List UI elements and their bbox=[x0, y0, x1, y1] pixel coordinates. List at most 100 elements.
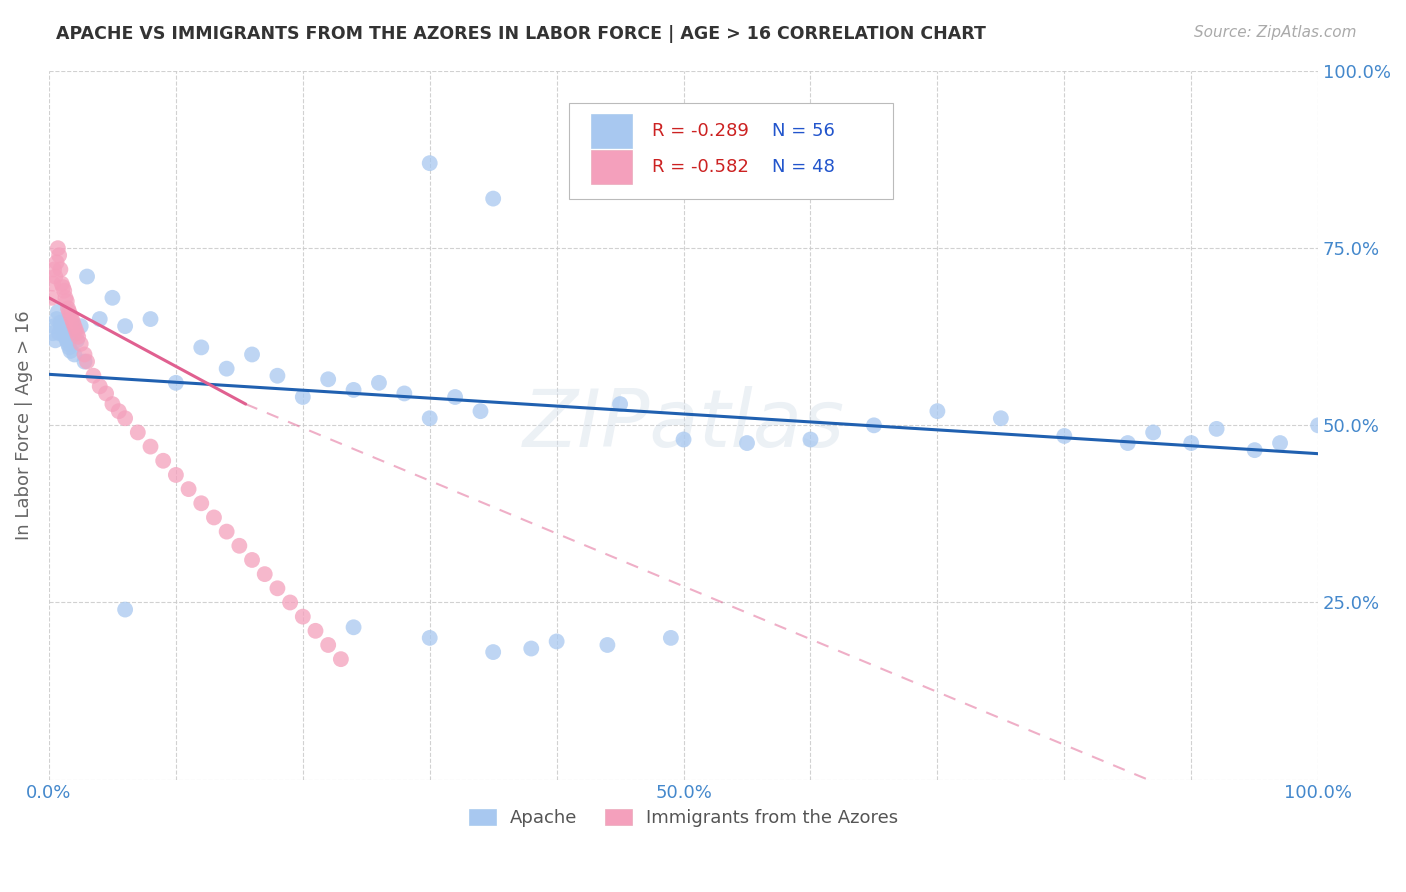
Point bbox=[240, 553, 263, 567]
Point bbox=[76, 269, 98, 284]
Point bbox=[52, 280, 75, 294]
Point bbox=[672, 433, 695, 447]
Point bbox=[89, 312, 111, 326]
Point bbox=[863, 418, 886, 433]
Point bbox=[55, 330, 77, 344]
Point bbox=[107, 404, 129, 418]
Point bbox=[1243, 443, 1265, 458]
Point bbox=[48, 248, 70, 262]
Point bbox=[419, 631, 441, 645]
Point bbox=[73, 347, 96, 361]
Point bbox=[368, 376, 391, 390]
Text: R = -0.582: R = -0.582 bbox=[652, 159, 749, 177]
Point bbox=[59, 343, 82, 358]
Point bbox=[329, 652, 352, 666]
Point bbox=[1205, 422, 1227, 436]
Point bbox=[56, 301, 79, 316]
Point bbox=[53, 284, 76, 298]
Point bbox=[291, 390, 314, 404]
Point bbox=[799, 433, 821, 447]
Point bbox=[596, 638, 619, 652]
Point bbox=[45, 312, 67, 326]
Point bbox=[51, 319, 73, 334]
Point bbox=[58, 305, 80, 319]
Point bbox=[253, 567, 276, 582]
Point bbox=[304, 624, 326, 638]
Point bbox=[63, 319, 86, 334]
Point bbox=[215, 361, 238, 376]
Point bbox=[53, 327, 76, 342]
Point bbox=[65, 323, 87, 337]
Point bbox=[190, 340, 212, 354]
Point bbox=[202, 510, 225, 524]
Point bbox=[42, 326, 65, 341]
Point bbox=[49, 316, 72, 330]
Point bbox=[101, 291, 124, 305]
Point bbox=[46, 241, 69, 255]
Point bbox=[394, 386, 416, 401]
Point bbox=[266, 368, 288, 383]
Point bbox=[228, 539, 250, 553]
Point bbox=[60, 330, 83, 344]
Point bbox=[482, 192, 505, 206]
Point bbox=[1268, 436, 1291, 450]
Point bbox=[51, 277, 73, 291]
Point bbox=[990, 411, 1012, 425]
Point bbox=[165, 467, 187, 482]
Point bbox=[482, 645, 505, 659]
Point bbox=[1116, 436, 1139, 450]
Point bbox=[55, 334, 77, 348]
Text: N = 48: N = 48 bbox=[772, 159, 835, 177]
Text: N = 56: N = 56 bbox=[772, 122, 835, 140]
Point bbox=[316, 372, 339, 386]
Point bbox=[69, 319, 91, 334]
Text: ZIPatlas: ZIPatlas bbox=[523, 386, 845, 465]
Point bbox=[735, 436, 758, 450]
Point bbox=[48, 326, 70, 341]
Point bbox=[42, 319, 65, 334]
Y-axis label: In Labor Force | Age > 16: In Labor Force | Age > 16 bbox=[15, 310, 32, 541]
Point bbox=[215, 524, 238, 539]
Point bbox=[114, 319, 136, 334]
Point bbox=[1053, 429, 1076, 443]
Point bbox=[291, 609, 314, 624]
Point bbox=[41, 291, 63, 305]
Point bbox=[1180, 436, 1202, 450]
Point bbox=[419, 411, 441, 425]
Point bbox=[278, 595, 301, 609]
Point bbox=[42, 277, 65, 291]
Point bbox=[73, 354, 96, 368]
Point bbox=[114, 411, 136, 425]
Point bbox=[470, 404, 492, 418]
Point bbox=[139, 440, 162, 454]
Point bbox=[66, 334, 89, 348]
Point bbox=[114, 602, 136, 616]
Point bbox=[82, 368, 104, 383]
Text: R = -0.289: R = -0.289 bbox=[652, 122, 749, 140]
Point bbox=[342, 620, 364, 634]
Point bbox=[76, 354, 98, 368]
Point bbox=[316, 638, 339, 652]
Bar bbox=[591, 114, 631, 148]
Point bbox=[59, 309, 82, 323]
Point bbox=[190, 496, 212, 510]
Point bbox=[101, 397, 124, 411]
Point bbox=[52, 323, 75, 337]
Bar bbox=[591, 151, 631, 185]
Point bbox=[177, 482, 200, 496]
Point bbox=[1308, 418, 1330, 433]
Point bbox=[139, 312, 162, 326]
Point bbox=[240, 347, 263, 361]
Text: APACHE VS IMMIGRANTS FROM THE AZORES IN LABOR FORCE | AGE > 16 CORRELATION CHART: APACHE VS IMMIGRANTS FROM THE AZORES IN … bbox=[56, 25, 986, 43]
Point bbox=[45, 255, 67, 269]
Point bbox=[419, 156, 441, 170]
Point bbox=[44, 334, 66, 348]
Point bbox=[58, 340, 80, 354]
Text: Source: ZipAtlas.com: Source: ZipAtlas.com bbox=[1194, 25, 1357, 40]
Point bbox=[94, 386, 117, 401]
Point bbox=[55, 291, 77, 305]
Point bbox=[165, 376, 187, 390]
Point bbox=[44, 269, 66, 284]
Point bbox=[1142, 425, 1164, 440]
FancyBboxPatch shape bbox=[569, 103, 893, 199]
